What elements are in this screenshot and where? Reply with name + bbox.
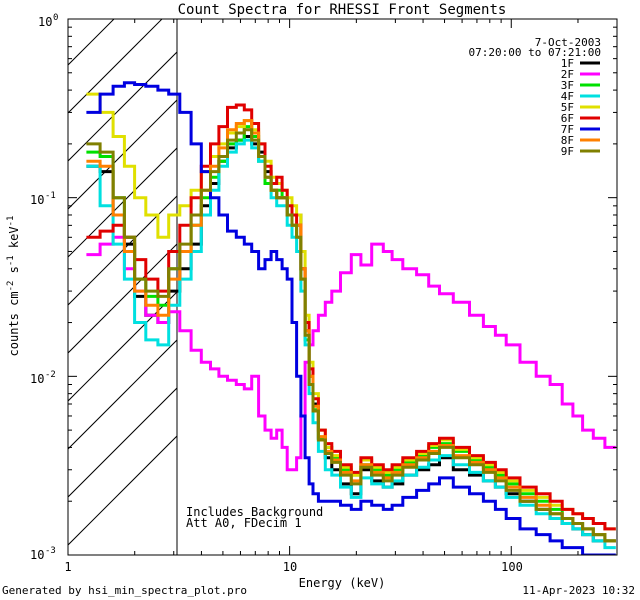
date-label: 7-Oct-2003: [535, 36, 601, 49]
hatch-line: [68, 99, 177, 210]
background-note: Includes Background: [186, 505, 323, 519]
legend-label-8F: 8F: [561, 134, 574, 147]
series-layer: [86, 81, 616, 555]
y-axis-label: counts cm-2 s-1 keV-1: [6, 216, 21, 357]
legend-label-5F: 5F: [561, 101, 574, 114]
y-tick-label-1e0: 10 0: [38, 13, 58, 29]
y-tick-label-1e-2: 10 -2: [30, 370, 56, 386]
y-tick-label-1e-3: 10 -3: [30, 546, 56, 562]
svg-text:10: 10: [30, 372, 44, 386]
plot-frame: [67, 18, 618, 556]
series-line-5F: [86, 92, 616, 531]
legend-label-1F: 1F: [561, 57, 574, 70]
x-tick-label-1: 1: [64, 560, 71, 574]
svg-text:-3: -3: [45, 546, 56, 556]
series-line-7F: [86, 81, 616, 555]
attenuator-note: Att A0, FDecim 1: [186, 516, 302, 530]
svg-text:-2: -2: [45, 370, 56, 380]
series-line-9F: [86, 128, 616, 543]
hatch-line: [68, 435, 177, 546]
x-axis-ticks: [67, 19, 618, 555]
legend-label-3F: 3F: [561, 79, 574, 92]
hatch-line: [68, 387, 177, 498]
y-axis-ticks: [68, 18, 617, 556]
svg-text:10: 10: [38, 15, 52, 29]
legend-label-2F: 2F: [561, 68, 574, 81]
footer-generated-by: Generated by hsi_min_spectra_plot.pro: [2, 584, 247, 597]
svg-text:10: 10: [30, 193, 44, 207]
svg-text:0: 0: [53, 13, 58, 23]
hatch-line: [68, 339, 177, 450]
hatch-line: [68, 19, 163, 114]
hatch-line: [68, 291, 177, 402]
x-tick-label-100: 100: [501, 560, 523, 574]
svg-text:10: 10: [30, 548, 44, 562]
legend-label-7F: 7F: [561, 123, 574, 136]
svg-text:-1: -1: [45, 191, 56, 201]
series-line-6F: [86, 103, 616, 531]
legend-label-9F: 9F: [561, 145, 574, 158]
hatch-line: [68, 195, 177, 306]
legend-label-6F: 6F: [561, 112, 574, 125]
svg-text:counts cm-2 s-1 keV-1: counts cm-2 s-1 keV-1: [6, 216, 21, 357]
footer-timestamp: 11-Apr-2023 10:32: [522, 584, 635, 597]
series-line-2F: [86, 235, 616, 472]
x-tick-label-10: 10: [283, 560, 297, 574]
hatch-line: [68, 147, 177, 258]
x-axis-label: Energy (keV): [299, 576, 386, 590]
legend-label-4F: 4F: [561, 90, 574, 103]
time-range-label: 07:20:00 to 07:21:00: [469, 46, 601, 59]
y-tick-label-1e-1: 10 -1: [30, 191, 56, 207]
chart-title: Count Spectra for RHESSI Front Segments: [178, 2, 507, 18]
